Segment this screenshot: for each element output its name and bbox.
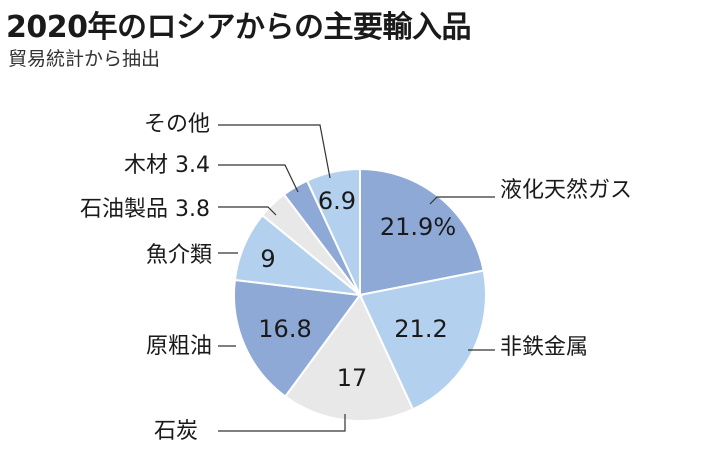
leader-line [218,124,331,179]
slice-1 [358,269,487,411]
slice-value-label: 9 [260,245,275,273]
slice-7 [305,167,361,296]
leader-lines [218,124,495,432]
slice-name-label: 石炭 [154,419,198,444]
slice-value-label: 17 [337,364,368,392]
leader-line [218,164,299,193]
slice-name-label: その他 [144,112,210,137]
leader-line [218,414,346,432]
slice-name-label: 木材 3.4 [124,153,210,178]
slice-3 [233,278,362,398]
slice-value-label: 21.2 [394,315,447,343]
pie-slices [233,167,487,422]
slice-value-label: 21.9% [380,213,456,241]
slice-0 [359,167,485,297]
slice-name-label: 液化天然ガス [500,178,632,203]
slice-name-label: 石油製品 3.8 [80,197,210,222]
slice-value-labels: 21.9% 21.2 17 16.8 9 6.9 [258,187,456,392]
slice-value-label: 16.8 [258,315,311,343]
chart-title: 2020年のロシアからの主要輸入品 [6,10,472,45]
slice-2 [283,293,415,422]
leader-line [218,206,277,216]
leader-line [429,196,495,205]
slice-name-label: 非鉄金属 [500,335,588,360]
slice-value-label: 6.9 [318,187,356,215]
slice-name-label: 原粗油 [146,334,212,359]
chart-subtitle: 貿易統計から抽出 [8,48,161,70]
slice-name-label: 魚介類 [146,243,212,268]
